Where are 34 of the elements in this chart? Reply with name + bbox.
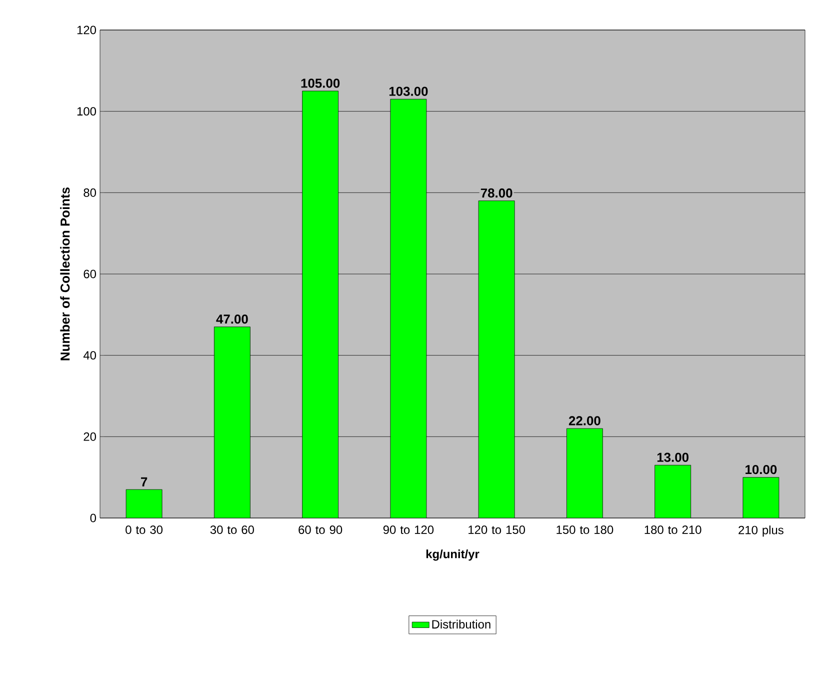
bar (478, 200, 515, 518)
data-label: 13.00 (657, 452, 688, 462)
bar (742, 477, 780, 518)
y-tick-label: 120 (77, 26, 96, 34)
bar (654, 464, 692, 518)
bar (126, 489, 162, 518)
bar (214, 326, 250, 518)
y-tick-label: 100 (77, 107, 96, 116)
y-tick-label: 40 (83, 351, 96, 360)
data-label: 10.00 (746, 464, 777, 474)
y-tick-label: 20 (84, 432, 96, 441)
bar (390, 98, 427, 518)
x-axis-title: kg/unit/yr (426, 550, 480, 561)
data-label: 47.00 (216, 314, 248, 324)
x-tick-label: 60 to 90 (298, 526, 342, 534)
data-label: 22.00 (568, 416, 600, 426)
y-axis-title: Number of Collection Points (60, 187, 70, 360)
data-label: 103.00 (389, 86, 428, 96)
x-tick-label: 30 to 60 (210, 526, 254, 534)
x-tick-label: 0 to 30 (126, 526, 163, 534)
x-tick-label: 150 to 180 (556, 526, 614, 534)
y-tick-label: 0 (90, 514, 96, 522)
bar (566, 428, 603, 518)
data-label: 7 (141, 477, 148, 486)
x-tick-label: 90 to 120 (383, 526, 434, 534)
bar (302, 90, 339, 518)
y-tick-label: 80 (84, 188, 96, 197)
data-label: 78.00 (480, 188, 512, 198)
x-tick-label: 120 to 150 (468, 526, 526, 534)
data-label: 105.00 (301, 78, 340, 88)
x-tick-label: 210 plus (738, 526, 784, 537)
x-tick-label: 180 to 210 (644, 526, 702, 534)
legend-label: Distribution (432, 620, 490, 629)
y-tick-label: 60 (84, 270, 96, 278)
